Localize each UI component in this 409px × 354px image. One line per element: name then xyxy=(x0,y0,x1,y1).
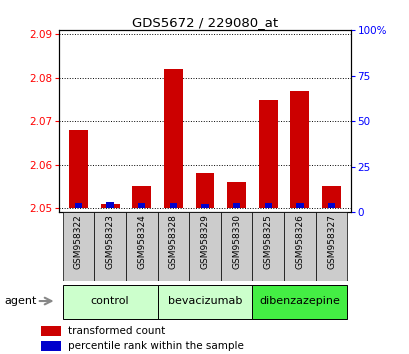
Bar xyxy=(63,285,157,319)
Text: GSM958327: GSM958327 xyxy=(326,215,335,269)
Bar xyxy=(189,212,220,281)
Text: percentile rank within the sample: percentile rank within the sample xyxy=(67,341,243,351)
Bar xyxy=(164,69,182,208)
Text: GSM958328: GSM958328 xyxy=(169,215,178,269)
Bar xyxy=(100,204,119,208)
Text: GSM958326: GSM958326 xyxy=(295,215,303,269)
Bar xyxy=(252,212,283,281)
Bar xyxy=(296,203,303,208)
Bar xyxy=(75,203,82,208)
Text: GSM958330: GSM958330 xyxy=(231,215,240,269)
Text: GSM958325: GSM958325 xyxy=(263,215,272,269)
Text: agent: agent xyxy=(5,296,37,306)
Bar xyxy=(315,212,346,281)
Text: GSM958324: GSM958324 xyxy=(137,215,146,269)
Bar xyxy=(157,212,189,281)
Bar xyxy=(252,285,346,319)
Text: GSM958329: GSM958329 xyxy=(200,215,209,269)
Bar xyxy=(283,212,315,281)
Bar xyxy=(63,212,94,281)
Bar xyxy=(232,203,240,208)
Title: GDS5672 / 229080_at: GDS5672 / 229080_at xyxy=(132,16,277,29)
Text: control: control xyxy=(90,296,129,306)
Bar xyxy=(227,182,245,208)
Bar xyxy=(290,91,309,208)
Bar xyxy=(327,203,334,208)
Bar xyxy=(106,202,113,208)
Bar xyxy=(41,326,61,336)
Bar xyxy=(94,212,126,281)
Text: bevacizumab: bevacizumab xyxy=(167,296,242,306)
Bar xyxy=(264,203,271,208)
Bar xyxy=(201,204,208,208)
Text: GSM958323: GSM958323 xyxy=(106,215,114,269)
Bar xyxy=(321,186,340,208)
Bar xyxy=(195,173,214,208)
Bar xyxy=(258,99,277,208)
Bar xyxy=(220,212,252,281)
Bar xyxy=(169,203,177,208)
Text: dibenzazepine: dibenzazepine xyxy=(259,296,339,306)
Text: transformed count: transformed count xyxy=(67,326,164,336)
Text: GSM958322: GSM958322 xyxy=(74,215,83,269)
Bar xyxy=(157,285,252,319)
Bar xyxy=(132,186,151,208)
Bar xyxy=(41,341,61,351)
Bar xyxy=(126,212,157,281)
Bar xyxy=(138,203,145,208)
Bar xyxy=(69,130,88,208)
